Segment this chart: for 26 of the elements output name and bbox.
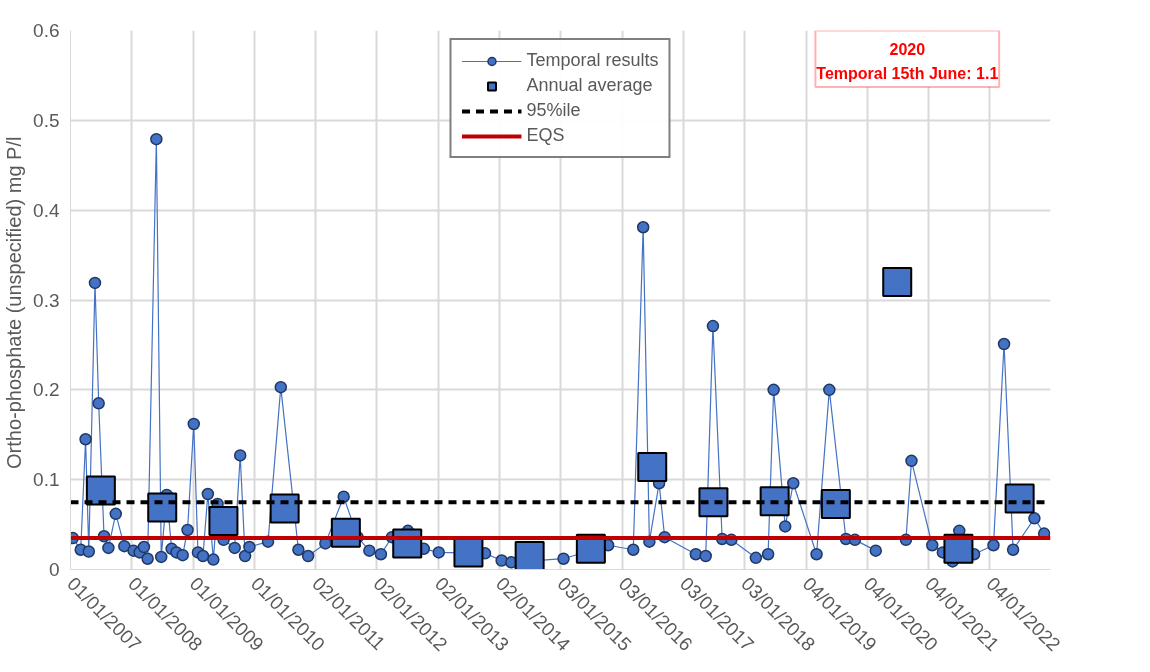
point	[269, 493, 300, 524]
point	[453, 537, 484, 568]
legend-label: Temporal results	[526, 50, 659, 71]
y-tick-label: 0.1	[33, 469, 60, 491]
legend-label: EQS	[526, 125, 565, 146]
point	[759, 486, 790, 517]
y-axis-title: Ortho-phosphate (unspecified) mg P/l	[3, 136, 26, 469]
y-tick-label: 0.3	[33, 289, 60, 311]
y-tick-label: 0	[48, 559, 60, 580]
y-tick-label: 0.4	[33, 199, 60, 221]
annotation: Temporal 15th June: 1.1	[816, 65, 999, 83]
legend-label: 95%ile	[526, 100, 581, 121]
point	[820, 488, 851, 519]
y-tick-label: 0.6	[33, 20, 60, 41]
legend-label: Annual average	[526, 75, 653, 96]
point	[147, 492, 178, 523]
point	[514, 541, 545, 570]
point	[1004, 483, 1035, 514]
point	[698, 487, 729, 518]
point	[85, 475, 116, 506]
point	[882, 267, 913, 298]
annotation: 2020	[889, 41, 926, 59]
y-tick-label: 0.2	[33, 379, 60, 401]
point	[208, 505, 239, 536]
point	[637, 452, 668, 483]
y-tick-label: 0.5	[33, 109, 60, 131]
